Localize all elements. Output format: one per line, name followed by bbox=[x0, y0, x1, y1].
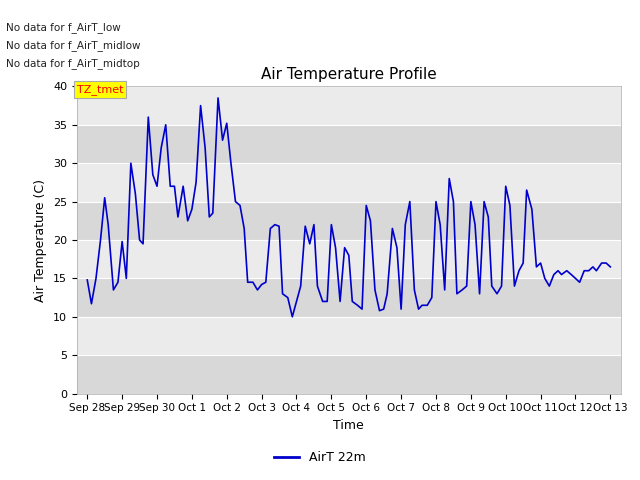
X-axis label: Time: Time bbox=[333, 419, 364, 432]
Bar bbox=[77, 163, 621, 202]
Title: Air Temperature Profile: Air Temperature Profile bbox=[261, 68, 436, 83]
Legend: AirT 22m: AirT 22m bbox=[269, 446, 371, 469]
Bar bbox=[77, 125, 621, 163]
Bar bbox=[77, 86, 621, 125]
Text: No data for f_AirT_midtop: No data for f_AirT_midtop bbox=[6, 58, 140, 69]
Bar bbox=[77, 355, 621, 394]
Bar bbox=[77, 202, 621, 240]
Text: TZ_tmet: TZ_tmet bbox=[77, 84, 124, 95]
Text: No data for f_AirT_low: No data for f_AirT_low bbox=[6, 22, 121, 33]
Text: No data for f_AirT_midlow: No data for f_AirT_midlow bbox=[6, 40, 141, 51]
Bar bbox=[77, 317, 621, 355]
Y-axis label: Air Temperature (C): Air Temperature (C) bbox=[35, 179, 47, 301]
Bar bbox=[77, 240, 621, 278]
Bar bbox=[77, 278, 621, 317]
